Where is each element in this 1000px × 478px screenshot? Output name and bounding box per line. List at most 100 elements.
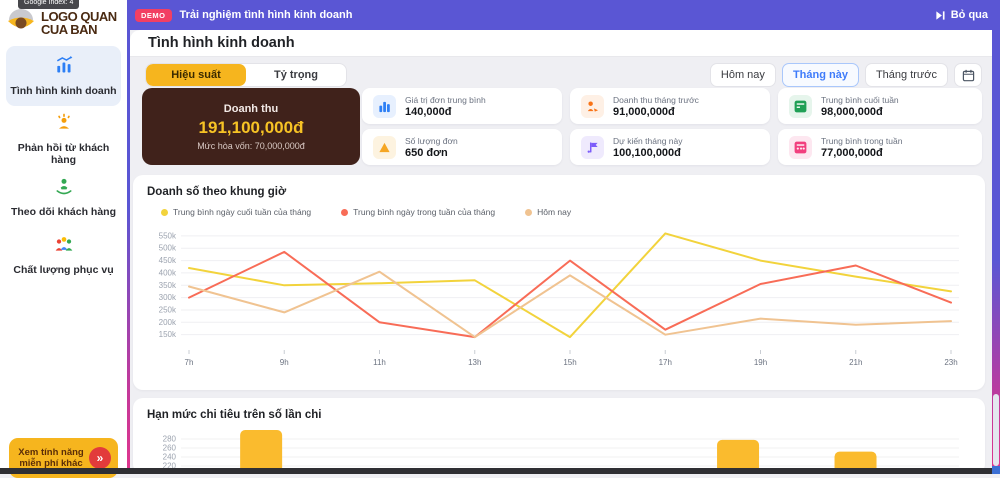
kpi-label: Giá trị đơn trung bình xyxy=(405,95,486,105)
svg-text:400k: 400k xyxy=(159,268,177,277)
logo-text: LOGO QUAN CUA BAN xyxy=(41,10,117,36)
svg-text:550k: 550k xyxy=(159,231,177,240)
sidebar-item-service-quality[interactable]: Chất lượng phục vụ xyxy=(6,228,121,282)
svg-text:200k: 200k xyxy=(159,318,177,327)
hourly-sales-chart-card: Doanh số theo khung giờ Trung bình ngày … xyxy=(133,175,985,390)
feedback-icon xyxy=(54,112,74,137)
breakeven-subtitle: Mức hòa vốn: 70,000,000đ xyxy=(197,141,305,151)
svg-text:9h: 9h xyxy=(280,358,289,367)
kpi-card-avg-order-value: Giá trị đơn trung bình 140,000đ xyxy=(362,88,562,124)
scrollbar[interactable] xyxy=(993,394,999,466)
revenue-kpi-card: Doanh thu 191,100,000đ Mức hòa vốn: 70,0… xyxy=(142,88,360,165)
legend-item-weekday[interactable]: Trung bình ngày trong tuần của tháng xyxy=(341,207,495,217)
screen-bottom-bar xyxy=(0,468,992,474)
sidebar-item-label: Phản hồi từ khách hàng xyxy=(6,142,121,166)
sidebar-item-label: Theo dõi khách hàng xyxy=(11,206,116,218)
revenue-title: Doanh thu xyxy=(224,103,278,115)
forecast-flag-icon xyxy=(581,136,604,159)
line-chart-title: Doanh số theo khung giờ xyxy=(147,186,971,198)
svg-text:17h: 17h xyxy=(659,358,672,367)
sidebar-item-label: Tình hình kinh doanh xyxy=(10,85,116,97)
kpi-value: 91,000,000đ xyxy=(613,106,699,118)
legend-dot-red xyxy=(341,209,348,216)
logo-line2: CUA BAN xyxy=(41,23,117,36)
kpi-card-order-count: Số lượng đơn 650 đơn xyxy=(362,129,562,165)
calendar-picker-button[interactable] xyxy=(954,63,982,87)
skip-next-icon xyxy=(935,10,946,21)
kpi-card-weekend-average: Trung bình cuối tuần 98,000,000đ xyxy=(778,88,982,124)
kpi-label: Trung bình trong tuần xyxy=(821,136,902,146)
bar-chart-title: Hạn mức chi tiêu trên số lần chi xyxy=(147,409,971,421)
skip-button[interactable]: Bỏ qua xyxy=(935,0,988,30)
sidebar-item-business-status[interactable]: Tình hình kinh doanh xyxy=(6,46,121,106)
free-features-label: Xem tính năng miễn phí khác xyxy=(17,447,85,469)
svg-text:13h: 13h xyxy=(468,358,481,367)
kpi-value: 100,100,000đ xyxy=(613,147,682,159)
chef-hat-logo-icon xyxy=(4,4,38,41)
app-logo: LOGO QUAN CUA BAN xyxy=(4,4,117,41)
svg-text:260: 260 xyxy=(163,444,177,453)
customer-icon xyxy=(581,95,604,118)
chart-legend: Trung bình ngày cuối tuần của tháng Trun… xyxy=(161,207,971,217)
team-quality-icon xyxy=(54,234,74,259)
legend-dot-yellow xyxy=(161,209,168,216)
sidebar-item-customer-tracking[interactable]: Theo dõi khách hàng xyxy=(6,170,121,224)
legend-item-today[interactable]: Hôm nay xyxy=(525,207,571,217)
bar-chart-svg: 280260240220200 xyxy=(147,425,967,474)
bottom-right-blue-square xyxy=(992,466,1000,474)
svg-text:500k: 500k xyxy=(159,244,177,253)
legend-label: Hôm nay xyxy=(537,207,571,217)
time-filter-group: Hôm nay Tháng này Tháng trước xyxy=(710,63,982,87)
sidebar: Google Index: 4 LOGO QUAN CUA BAN Tình h… xyxy=(0,0,127,474)
kpi-card-month-forecast: Dự kiến tháng này 100,100,000đ xyxy=(570,129,770,165)
kpi-label: Dự kiến tháng này xyxy=(613,136,682,146)
kpi-card-weekday-average: Trung bình trong tuần 77,000,000đ xyxy=(778,129,982,165)
sidebar-item-customer-feedback[interactable]: Phản hồi từ khách hàng xyxy=(6,112,121,166)
view-mode-tabs: Hiệu suất Tỷ trọng xyxy=(145,63,347,87)
svg-text:250k: 250k xyxy=(159,305,177,314)
filter-today-button[interactable]: Hôm nay xyxy=(710,63,776,87)
filter-this-month-button[interactable]: Tháng này xyxy=(782,63,859,87)
care-hand-icon xyxy=(54,176,74,201)
svg-text:150k: 150k xyxy=(159,330,177,339)
kpi-value: 98,000,000đ xyxy=(821,106,899,118)
bar-chart-trend-icon xyxy=(54,55,74,80)
calendar-green-icon xyxy=(789,95,812,118)
sidebar-item-label: Chất lượng phục vụ xyxy=(13,264,113,276)
legend-dot-tan xyxy=(525,209,532,216)
logo-line1: LOGO QUAN xyxy=(41,10,117,23)
revenue-value: 191,100,000đ xyxy=(199,118,304,138)
svg-text:300k: 300k xyxy=(159,293,177,302)
page-title: Tình hình kinh doanh xyxy=(148,35,295,51)
legend-label: Trung bình ngày cuối tuần của tháng xyxy=(173,207,311,217)
svg-text:240: 240 xyxy=(163,453,177,462)
triangle-icon xyxy=(373,136,396,159)
tab-proportion[interactable]: Tỷ trọng xyxy=(246,64,346,86)
svg-text:15h: 15h xyxy=(563,358,576,367)
svg-text:19h: 19h xyxy=(754,358,767,367)
calendar-pink-icon xyxy=(789,136,812,159)
kpi-label: Doanh thu tháng trước xyxy=(613,95,699,105)
svg-text:23h: 23h xyxy=(944,358,957,367)
kpi-card-last-month-revenue: Doanh thu tháng trước 91,000,000đ xyxy=(570,88,770,124)
filter-last-month-button[interactable]: Tháng trước xyxy=(865,63,948,87)
svg-text:7h: 7h xyxy=(185,358,194,367)
topbar-message: Trải nghiệm tình hình kinh doanh xyxy=(180,9,353,21)
svg-text:450k: 450k xyxy=(159,256,177,265)
svg-text:280: 280 xyxy=(163,435,177,444)
svg-text:11h: 11h xyxy=(373,358,386,367)
legend-label: Trung bình ngày trong tuần của tháng xyxy=(353,207,495,217)
double-chevron-right-icon: » xyxy=(89,447,111,469)
skip-label: Bỏ qua xyxy=(951,9,988,21)
tab-performance[interactable]: Hiệu suất xyxy=(146,64,246,86)
google-tooltip: Google Index: 4 xyxy=(18,0,79,9)
topbar: DEMO Trải nghiệm tình hình kinh doanh Bỏ… xyxy=(127,0,1000,30)
frame-left-edge xyxy=(127,30,130,474)
kpi-label: Số lượng đơn xyxy=(405,136,458,146)
kpi-label: Trung bình cuối tuần xyxy=(821,95,899,105)
legend-item-weekend[interactable]: Trung bình ngày cuối tuần của tháng xyxy=(161,207,311,217)
svg-text:350k: 350k xyxy=(159,281,177,290)
demo-badge: DEMO xyxy=(135,9,172,22)
main-header: Tình hình kinh doanh xyxy=(130,30,992,57)
